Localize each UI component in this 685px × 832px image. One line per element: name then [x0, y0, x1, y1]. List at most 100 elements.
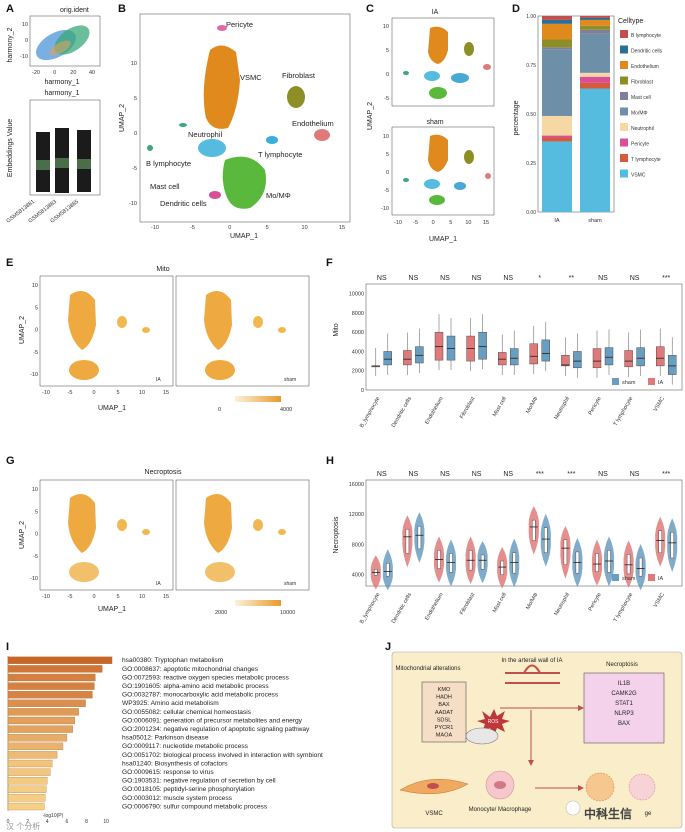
a-ytick-2: -10	[20, 54, 28, 60]
necro-gene-0: IL1B	[618, 681, 630, 687]
necro-gene-4: BAX	[618, 721, 630, 727]
panel-c-title-top: IA	[432, 9, 439, 16]
F-box-9-sham	[668, 355, 677, 375]
panel-label-b: B	[118, 3, 126, 15]
necro-gene-2: STAT1	[615, 701, 633, 707]
d-legend-swatch-8	[620, 154, 628, 162]
F-sig-5: *	[538, 275, 541, 282]
F-legend-ia: IA	[658, 380, 664, 386]
a-xtick-1: 0	[53, 70, 56, 76]
c-ytick-top-1: 5	[386, 48, 389, 54]
F-legend-swatch-sham	[612, 378, 619, 385]
wall-title: In the arterail wall of IA	[501, 658, 562, 664]
panel-b-umap	[139, 13, 351, 223]
i-term-4: GO:0032787: monocarboxylic acid metaboli…	[122, 692, 279, 699]
e-ytick-1: 5	[35, 305, 38, 311]
panel-b-xlabel: UMAP_1	[230, 233, 258, 240]
mito-gene-4: SDSL	[437, 717, 452, 723]
panel-label-c: C	[366, 3, 374, 15]
H-box-4-ia	[500, 560, 504, 575]
i-bar-11	[7, 751, 58, 759]
d-bar-0-mom	[542, 49, 572, 116]
panel-c-title-bottom: sham	[426, 119, 443, 126]
H-sig-5: ***	[536, 471, 544, 478]
i-xtick-5: 10	[103, 819, 109, 825]
i-term-17: GO:0006790: sulfur compound metabolic pr…	[122, 803, 268, 810]
dying-cell-icon-2	[628, 773, 656, 801]
F-plot-area	[365, 283, 683, 391]
a-ytick-0: 10	[22, 22, 28, 28]
arrow-to-cells	[535, 785, 584, 791]
panel-e-right-label: sham	[284, 377, 296, 383]
panel-c-umap-top	[391, 17, 495, 107]
d-legend-swatch-2	[620, 61, 628, 69]
d-legend-swatch-3	[620, 76, 628, 85]
H-sig-4: NS	[503, 471, 513, 478]
F-legend-sham: sham	[622, 380, 636, 386]
c-ytick-bottom-3: -5	[384, 188, 389, 194]
panel-a-title-top: orig.ident	[60, 7, 89, 14]
panel-e-ticks: -10 -5 0 5 10 15 10 5 0 -5 -10	[30, 283, 169, 396]
cell-label-partial-1: MI	[599, 811, 606, 817]
i-term-7: GO:0006091: generation of precursor meta…	[122, 717, 303, 724]
F-ytick-0: 10000	[349, 292, 364, 298]
panel-label-a: A	[6, 3, 14, 15]
d-bar-1-vsmc	[580, 88, 610, 212]
i-term-3: GO:1901605: alpha-amino acid metabolic p…	[122, 683, 269, 690]
panel-label-j: J	[385, 641, 391, 653]
e-ytick-4: -10	[30, 372, 38, 378]
i-bar-3	[7, 682, 95, 690]
F-box-7-sham	[604, 347, 614, 366]
b-ytick-1: 5	[134, 96, 137, 102]
d-bar-0-fibroblast	[542, 39, 572, 48]
panel-c-ticks: -10 -5 0 5 10 15 10 5 0 -5 10 5 0 -5 -10	[381, 24, 489, 226]
panel-g-ticks: -10 -5 0 5 10 15 10 5 0 -5 -10	[30, 487, 169, 600]
panel-a-ylabel-bottom: Embeddings Value	[7, 119, 14, 177]
d-legend-swatch-0	[620, 30, 628, 38]
F-box-2-sham	[446, 335, 456, 361]
panel-e-ylabel: UMAP_2	[19, 316, 26, 344]
i-term-8: GO:2001234: negative regulation of apopt…	[122, 726, 310, 733]
H-sig-3: NS	[472, 471, 482, 478]
F-sig-7: NS	[598, 275, 608, 282]
mito-title: Mitochondrial alterations	[395, 666, 460, 672]
i-bar-17	[7, 802, 45, 811]
F-box-8-ia	[624, 350, 633, 368]
d-bar-1-tlymphocyte	[580, 82, 610, 89]
d-ytick-2: 0.50	[526, 112, 536, 118]
F-category-8: T lymphocyte	[613, 396, 635, 427]
c-xtick-5: 15	[483, 220, 489, 226]
e-ytick-3: -5	[33, 350, 38, 356]
F-box-4-ia	[498, 352, 507, 366]
mito-gene-3: AADAT	[435, 710, 454, 716]
F-box-6-ia	[561, 355, 570, 367]
i-bar-12	[7, 759, 53, 768]
e-xtick-2: 0	[92, 390, 95, 396]
d-legend-label-2: Endothelium	[631, 64, 659, 70]
panel-a-yticks: 10 0 -10	[20, 22, 28, 60]
i-xtick-4: 8	[85, 819, 88, 825]
a-xtick-0: -20	[32, 70, 40, 76]
F-ytick-1: 8000	[352, 311, 364, 317]
F-box-5-ia	[529, 343, 538, 365]
b-xtick-5: 15	[339, 225, 345, 231]
c-xtick-0: -10	[394, 220, 402, 226]
i-term-14: GO:1903531: negative regulation of secre…	[122, 778, 276, 785]
label-neutrophil: Neutrophil	[188, 130, 223, 139]
i-bar-2	[7, 673, 96, 682]
panel-e-colorbar	[235, 396, 281, 402]
H-box-8-ia	[626, 554, 631, 575]
necro-gene-list: IL1B CAMK2G STAT1 NLRP3 BAX	[611, 681, 637, 727]
F-ytick-2: 6000	[352, 330, 364, 336]
d-bar-1-dendriticcells	[580, 17, 610, 20]
H-category-0: B_lymphocyte	[359, 592, 381, 625]
corner-watermark: 汉 个分析	[6, 821, 40, 831]
c-xtick-2: 0	[432, 220, 435, 226]
panel-e-left-label: IA	[156, 377, 161, 383]
i-term-12: hsa01240: Biosynthesis of cofactors	[122, 760, 228, 767]
H-sig-1: NS	[409, 471, 419, 478]
F-category-0: B_lymphocyte	[359, 396, 381, 429]
panel-label-f: F	[326, 257, 333, 269]
